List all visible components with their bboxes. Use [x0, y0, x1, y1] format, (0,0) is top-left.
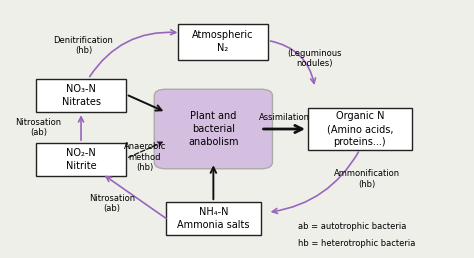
- Text: NO₂-N
Nitrite: NO₂-N Nitrite: [66, 148, 96, 171]
- Bar: [178, 24, 268, 60]
- Text: Nitrosation
(ab): Nitrosation (ab): [89, 194, 135, 213]
- Text: Ammonification
(hb): Ammonification (hb): [334, 169, 400, 189]
- Text: Assimilation: Assimilation: [259, 113, 310, 122]
- Bar: [36, 143, 126, 176]
- Text: ab = autotrophic bacteria: ab = autotrophic bacteria: [299, 222, 407, 231]
- Text: Anaerobic
method
(hb): Anaerobic method (hb): [124, 142, 166, 172]
- Text: Atmospheric
N₂: Atmospheric N₂: [192, 30, 254, 53]
- Text: hb = heterotrophic bacteria: hb = heterotrophic bacteria: [299, 239, 416, 248]
- Text: Denitrification
(hb): Denitrification (hb): [54, 36, 113, 55]
- Bar: [36, 79, 126, 112]
- FancyBboxPatch shape: [155, 89, 273, 169]
- Text: NO₃-N
Nitrates: NO₃-N Nitrates: [62, 84, 100, 107]
- Text: Plant and
bacterial
anabolism: Plant and bacterial anabolism: [188, 111, 238, 147]
- Bar: [308, 108, 412, 150]
- Text: Organic N
(Amino acids,
proteins...): Organic N (Amino acids, proteins...): [327, 111, 393, 147]
- Text: (Leguminous
nodules): (Leguminous nodules): [288, 49, 342, 68]
- Text: NH₄-N
Ammonia salts: NH₄-N Ammonia salts: [177, 207, 250, 230]
- Text: Nitrosation
(ab): Nitrosation (ab): [16, 118, 62, 138]
- Bar: [166, 202, 261, 236]
